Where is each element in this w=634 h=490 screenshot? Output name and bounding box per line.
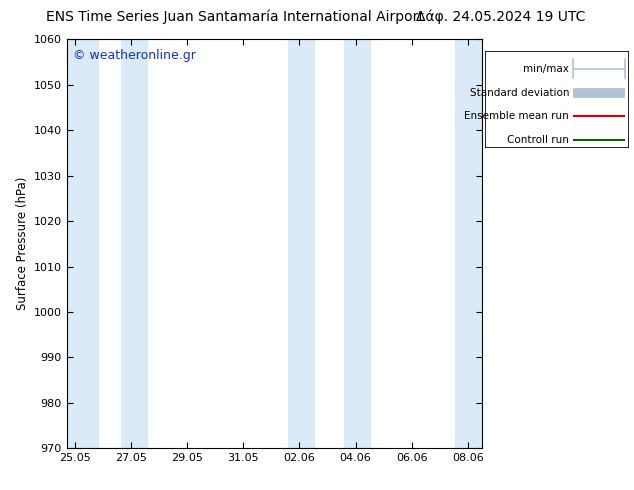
Bar <box>455 39 482 448</box>
Text: Controll run: Controll run <box>507 135 569 146</box>
Text: ENS Time Series Juan Santamaría International Airport: ENS Time Series Juan Santamaría Internat… <box>46 10 424 24</box>
Text: min/max: min/max <box>523 64 569 74</box>
Text: Δάφ. 24.05.2024 19 UTC: Δάφ. 24.05.2024 19 UTC <box>416 10 586 24</box>
Bar <box>121 39 148 448</box>
Text: © weatheronline.gr: © weatheronline.gr <box>73 49 196 62</box>
Text: Ensemble mean run: Ensemble mean run <box>465 111 569 122</box>
Bar <box>67 39 99 448</box>
Bar <box>288 39 315 448</box>
Text: Standard deviation: Standard deviation <box>470 88 569 98</box>
Bar <box>344 39 371 448</box>
Y-axis label: Surface Pressure (hPa): Surface Pressure (hPa) <box>16 177 29 311</box>
